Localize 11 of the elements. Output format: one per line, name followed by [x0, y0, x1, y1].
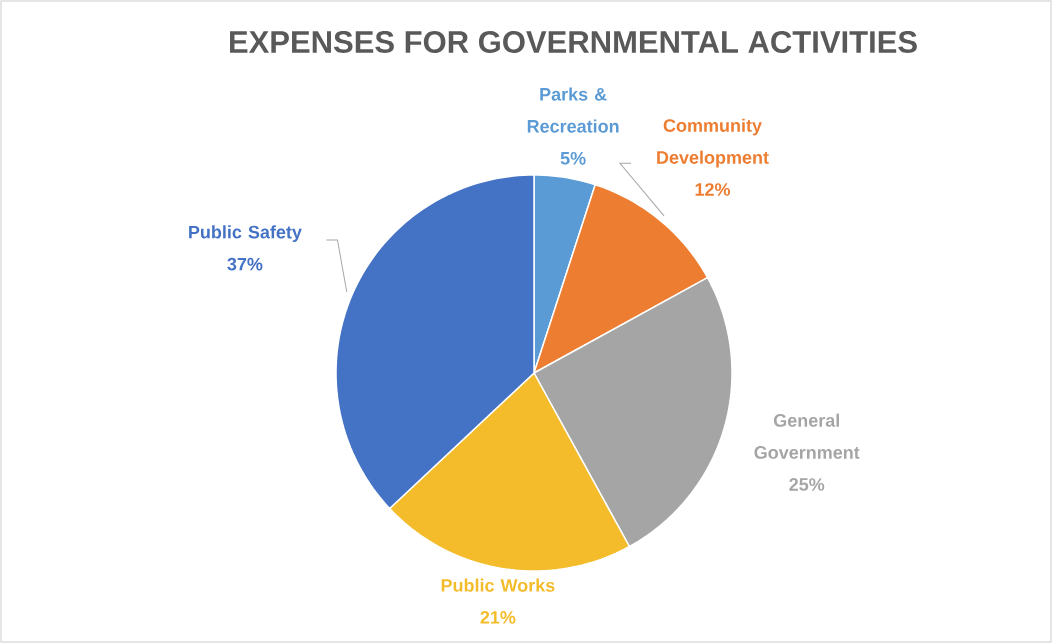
- data-label: 21%: [480, 611, 516, 624]
- data-label: 25%: [789, 478, 825, 491]
- slice-label: General Government: [754, 413, 860, 459]
- slice-label: Public Works: [441, 578, 555, 592]
- data-label: 5%: [560, 151, 586, 165]
- slice-label: Community Development: [657, 118, 769, 168]
- slice-label: Public Safety: [189, 225, 302, 243]
- slice-label: Parks & Recreation: [527, 87, 619, 133]
- chart-title: EXPENSES FOR GOVERNMENTAL ACTIVITIES: [230, 31, 917, 53]
- data-label: 12%: [695, 183, 731, 196]
- data-label: 37%: [227, 257, 263, 271]
